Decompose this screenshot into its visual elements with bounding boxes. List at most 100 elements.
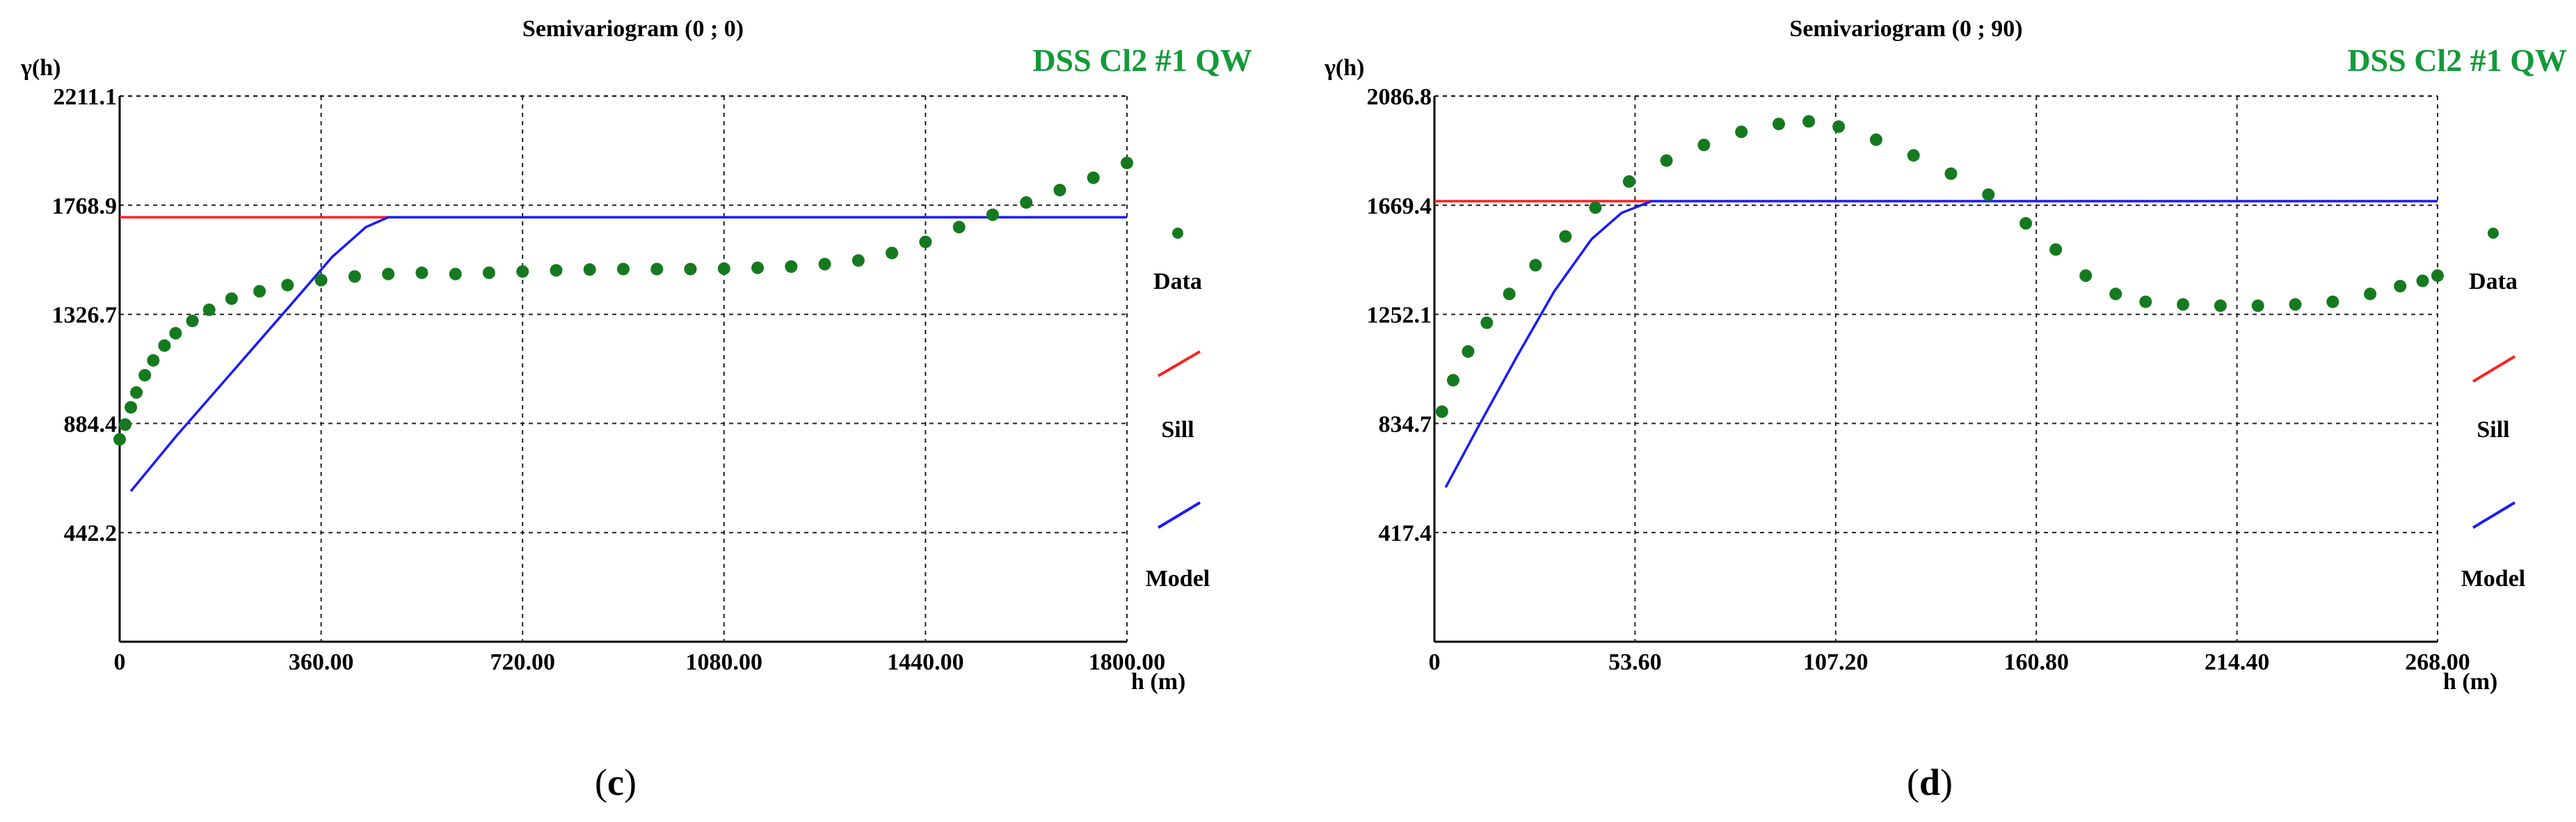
panel-caption: (c) <box>595 761 637 803</box>
chart-title: Semivariogram (0 ; 0) <box>522 16 744 42</box>
legend-sill-line <box>1157 350 1201 377</box>
data-point <box>1087 171 1100 184</box>
data-point <box>113 433 126 446</box>
y-axis-label: γ(h) <box>1324 55 1364 81</box>
data-point <box>138 369 152 382</box>
data-point <box>1735 125 1748 139</box>
data-point <box>1622 175 1635 188</box>
data-point <box>1503 287 1516 301</box>
y-tick-label: 2211.1 <box>53 84 117 110</box>
data-point <box>253 285 266 298</box>
data-point <box>2177 298 2190 311</box>
x-tick-label: 1800.00 <box>1089 649 1166 675</box>
grid <box>1434 95 2438 642</box>
legend-data-label: Data <box>1153 269 1202 294</box>
data-point <box>314 274 328 287</box>
x-tick-label: 53.60 <box>1608 649 1662 675</box>
data-point <box>482 266 495 279</box>
dataset-label: DSS Cl2 #1 QW <box>1032 42 1252 78</box>
data-point <box>1944 167 1958 180</box>
x-tick-labels: 0 360.00 720.00 1080.00 1440.00 1800.00 <box>114 649 1166 675</box>
y-tick-label: 442.2 <box>64 521 118 546</box>
y-tick-label: 1326.7 <box>52 303 118 329</box>
data-point <box>415 266 429 279</box>
data-points <box>113 157 1133 446</box>
semivariogram-panel-c: Semivariogram (0 ; 0) DSS Cl2 #1 QW γ(h)… <box>20 16 1252 803</box>
y-tick-label: 1768.9 <box>52 193 118 219</box>
data-point <box>1559 230 1572 243</box>
data-point <box>1435 405 1448 418</box>
x-tick-labels: 0 53.60 107.20 160.80 214.40 268.00 <box>1429 649 2470 675</box>
data-point <box>1480 316 1494 329</box>
legend-model-label: Model <box>1146 566 1210 592</box>
data-point <box>1121 157 1133 170</box>
data-point <box>2049 243 2063 256</box>
data-point <box>186 315 199 328</box>
data-point <box>516 265 529 278</box>
data-point <box>202 303 216 317</box>
grid <box>120 95 1128 642</box>
data-point <box>2214 299 2227 313</box>
data-point <box>1053 184 1066 197</box>
data-point <box>919 235 932 248</box>
x-tick-label: 1080.00 <box>686 649 763 675</box>
data-point <box>119 418 131 431</box>
data-point <box>2109 287 2122 301</box>
x-tick-label: 214.40 <box>2205 649 2270 675</box>
data-point <box>2139 295 2152 308</box>
data-point <box>1907 149 1920 162</box>
y-tick-label: 417.4 <box>1379 521 1432 546</box>
legend-data-label: Data <box>2469 269 2518 294</box>
legend-data-marker <box>2488 228 2499 239</box>
y-tick-label: 834.7 <box>1379 411 1432 437</box>
data-point <box>1529 259 1542 271</box>
data-point <box>382 267 395 280</box>
legend-sill-label: Sill <box>1161 417 1194 443</box>
data-point <box>550 264 563 277</box>
data-point <box>1462 345 1475 358</box>
data-points <box>1435 115 2444 418</box>
data-point <box>2364 287 2377 301</box>
data-point <box>169 326 182 340</box>
data-point <box>147 354 160 367</box>
data-point <box>225 292 238 306</box>
data-point <box>1773 118 1785 131</box>
plot-area <box>1433 95 2444 643</box>
x-tick-label: 0 <box>114 649 126 675</box>
data-point <box>1869 133 1882 146</box>
x-tick-label: 160.80 <box>2003 649 2069 675</box>
legend-sill-line <box>2472 355 2516 383</box>
data-point <box>1697 139 1711 152</box>
x-tick-label: 107.20 <box>1803 649 1869 675</box>
data-point <box>1446 374 1459 387</box>
legend-model-label: Model <box>2461 566 2526 592</box>
data-point <box>2431 269 2444 282</box>
y-tick-label: 1252.1 <box>1367 303 1432 329</box>
data-point <box>125 401 138 414</box>
data-point <box>1802 115 1816 128</box>
x-tick-label: 268.00 <box>2405 649 2470 675</box>
data-point <box>130 386 143 399</box>
legend: Data Sill Model <box>1146 228 1210 592</box>
model-line <box>1444 200 2438 489</box>
legend: Data Sill Model <box>2461 228 2526 592</box>
data-point <box>2079 269 2093 282</box>
data-point <box>952 221 966 234</box>
data-point <box>583 263 596 276</box>
x-axis-label: h (m) <box>1131 669 1185 695</box>
data-point <box>818 258 831 271</box>
data-point <box>650 262 664 276</box>
data-point <box>348 270 361 283</box>
y-tick-labels: 442.2 884.4 1326.7 1768.9 2211.1 <box>52 84 118 546</box>
data-point <box>1832 120 1846 133</box>
y-tick-labels: 417.4 834.7 1252.1 1669.4 2086.8 <box>1367 84 1432 546</box>
data-point <box>449 267 462 280</box>
y-axis-label: γ(h) <box>20 55 61 81</box>
data-point <box>1589 201 1602 214</box>
panel-caption: (d) <box>1907 761 1953 803</box>
data-point <box>2019 216 2033 230</box>
semivariogram-panel-d: Semivariogram (0 ; 90) DSS Cl2 #1 QW γ(h… <box>1324 16 2567 803</box>
plot-area <box>113 95 1133 643</box>
legend-model-line <box>2472 501 2516 529</box>
